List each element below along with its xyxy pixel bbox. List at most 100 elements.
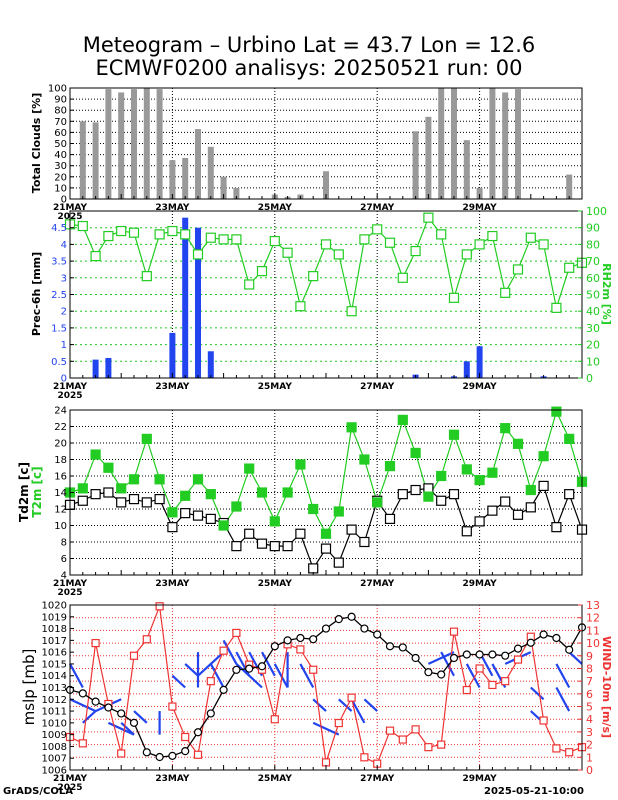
y-tick-label: 10 [54,183,67,194]
wind-marker [462,685,471,695]
wind-barb [82,710,97,724]
wind-marker [398,735,407,744]
td2m-marker [448,489,460,500]
cloud-bar [195,129,201,199]
wind-marker [385,726,395,735]
rh-marker [448,292,460,303]
wind-marker [181,732,190,742]
cloud-bar [92,122,99,199]
t2m-marker [500,423,511,434]
td2m-marker [551,522,562,533]
y-tick-label: 1010 [42,718,67,729]
t2m-marker [282,487,293,498]
x-tick-label: 21MAY [53,774,88,784]
x-tick-year: 2025 [57,783,82,793]
t2m-marker [77,483,88,494]
mslp-marker [283,636,292,645]
rh-marker [525,232,536,243]
y-tick-label: 16 [54,472,67,483]
wind-marker [168,702,177,711]
y2-tick-label: 8 [586,662,593,675]
y-tick-label: 20 [54,172,67,183]
t2m-marker [525,484,536,496]
t2m-marker [103,462,114,473]
t2m-marker [461,464,472,475]
td2m-marker [282,541,293,552]
td2m-marker [397,489,408,500]
x-tick-year: 2025 [57,588,82,598]
t2m-marker [244,463,255,474]
y-tick-label: 40 [54,150,67,161]
mslp-marker [193,728,203,737]
t2m-marker [256,487,268,498]
mslp-marker [142,748,151,757]
t2m-marker [295,459,306,470]
y-tick-label: 1020 [42,601,67,612]
y-tick-label: 10 [54,521,67,532]
t2m-marker [116,483,127,494]
rh-marker [397,272,408,283]
wind-marker [219,646,228,655]
t2m-marker [231,501,242,512]
mslp-marker [488,650,497,659]
y-tick-label: 2 [61,307,67,318]
x-tick-label: 23MAY [155,382,190,392]
y2-tick-label: 20 [586,339,600,352]
cloud-bar [207,146,214,199]
y-tick-label: 1018 [42,624,67,635]
x-tick-label: 29MAY [463,774,498,784]
footer-timestamp: 2025-05-21-10:00 [484,786,584,797]
rh-marker [180,229,191,240]
t2m-marker [205,489,216,500]
y2-tick-label: 50 [586,289,600,302]
mslp-marker [257,662,267,671]
t2m-marker [333,506,344,517]
y-tick-label: 3 [61,273,67,284]
rh-marker [333,249,344,260]
td2m-marker [384,513,396,525]
y-tick-label: 1014 [42,671,67,682]
rh-marker [90,250,101,262]
rh-marker [231,234,242,245]
cloud-bar [489,88,496,199]
td2m-marker [256,538,268,549]
mslp-marker [245,664,254,673]
cloud-bar [425,116,432,199]
cloud-bar [451,88,457,199]
td2m-markers [64,480,588,574]
y-tick-label: 22 [54,422,67,433]
t2m-markers [64,406,588,539]
t2m-marker [320,528,332,539]
rh-marker [218,234,229,245]
t2m-marker [192,474,204,485]
t2m-marker [397,414,408,425]
rh-marker [359,234,370,245]
t2m-marker [372,497,383,508]
wind-marker [296,645,305,654]
rh-marker [269,235,280,247]
mslp-marker [296,633,305,643]
y2-tick-label: 5 [586,701,593,714]
td2m-marker [410,484,421,496]
rh-marker [77,220,88,232]
mslp-marker [104,703,113,712]
mslp-marker [347,612,356,621]
x-tick-label: 21MAY [53,579,88,589]
x-tick-label: 29MAY [463,579,498,589]
y-tick-label: 70 [54,117,67,128]
mslp-marker [526,638,535,647]
cloud-bar [476,187,483,199]
title-line-1: Meteogram – Urbino Lat = 43.7 Lon = 12.6 [82,33,536,57]
t2m-marker [218,520,229,531]
td2m-marker [192,510,204,521]
t2m-marker [90,449,101,460]
rh-marker [295,301,306,312]
wind-barb [555,663,571,689]
rh-marker [461,249,472,260]
t2m-marker [308,503,319,515]
wind-barb [363,698,378,712]
precip-bar [92,359,99,378]
wind-marker [411,725,420,734]
mslp-marker [385,642,395,651]
